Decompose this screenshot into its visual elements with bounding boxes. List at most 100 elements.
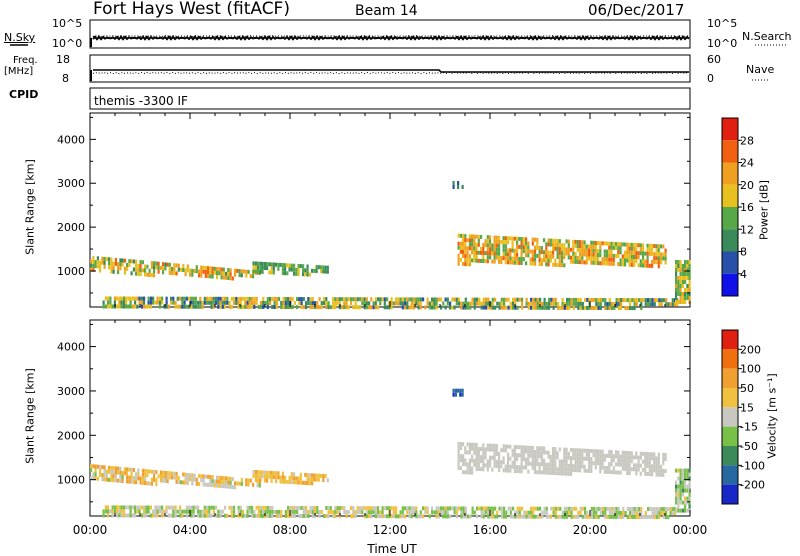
heatmap-cell — [288, 476, 291, 480]
power-colorbar-swatch — [722, 140, 738, 163]
velocity-colorbar-tick-label: 50 — [740, 382, 754, 395]
heatmap-cell — [471, 510, 474, 515]
heatmap-cell — [395, 297, 398, 302]
heatmap-cell — [127, 296, 130, 301]
heatmap-cell — [504, 256, 507, 261]
heatmap-cell — [484, 251, 487, 256]
heatmap-cell — [293, 301, 296, 306]
heatmap-cell — [540, 454, 543, 459]
heatmap-cell — [681, 280, 684, 284]
heatmap-cell — [96, 256, 99, 261]
heatmap-cell — [637, 243, 640, 248]
heatmap-cell — [686, 284, 689, 288]
heatmap-cell — [435, 514, 438, 519]
heatmap-cell — [585, 448, 588, 453]
heatmap-cell — [629, 511, 632, 515]
heatmap-cell — [647, 302, 650, 307]
heatmap-cell — [164, 262, 167, 267]
heatmap-cell — [518, 244, 521, 249]
heatmap-cell — [637, 263, 640, 268]
freq-panel-frame — [89, 54, 691, 83]
heatmap-cell — [590, 306, 593, 310]
heatmap-cell — [464, 238, 467, 243]
heatmap-cell — [141, 268, 144, 273]
heatmap-cell — [212, 296, 215, 301]
heatmap-cell — [565, 251, 568, 256]
heatmap-cell — [462, 261, 465, 266]
heatmap-cell — [606, 302, 609, 306]
heatmap-cell — [599, 461, 602, 466]
heatmap-cell — [390, 301, 393, 306]
heatmap-cell — [299, 480, 302, 485]
heatmap-cell — [585, 256, 588, 261]
heatmap-cell — [239, 513, 242, 518]
heatmap-cell — [272, 266, 275, 271]
heatmap-cell — [206, 513, 209, 518]
heatmap-cell — [531, 261, 534, 266]
heatmap-cell — [211, 274, 214, 279]
heatmap-cell — [284, 479, 287, 484]
heatmap-cell — [280, 509, 283, 514]
heatmap-cell — [478, 506, 481, 511]
heatmap-cell — [101, 260, 104, 265]
heatmap-cell — [543, 466, 546, 471]
heatmap-cell — [498, 464, 501, 469]
heatmap-cell — [406, 301, 409, 306]
heatmap-cell — [259, 269, 262, 274]
heatmap-cell — [486, 459, 489, 464]
heatmap-cell — [686, 276, 689, 280]
heatmap-cell — [136, 296, 139, 301]
heatmap-cell — [118, 296, 121, 301]
heatmap-cell — [525, 510, 528, 515]
heatmap-cell — [677, 500, 680, 505]
heatmap-cell — [308, 477, 311, 482]
heatmap-cell — [487, 305, 490, 310]
heatmap-cell — [504, 444, 507, 449]
heatmap-cell — [477, 459, 480, 463]
heatmap-cell — [684, 480, 687, 485]
heatmap-cell — [527, 510, 530, 515]
heatmap-cell — [277, 266, 280, 271]
heatmap-cell — [498, 468, 501, 473]
heatmap-cell — [599, 457, 602, 462]
heatmap-cell — [257, 474, 260, 479]
heatmap-cell — [540, 470, 543, 475]
heatmap-cell — [431, 301, 434, 306]
heatmap-cell — [226, 296, 229, 301]
heatmap-cell — [577, 514, 580, 519]
heatmap-cell — [126, 266, 129, 271]
heatmap-cell — [237, 513, 240, 518]
heatmap-cell — [199, 304, 202, 309]
heatmap-cell — [327, 506, 330, 511]
heatmap-cell — [563, 451, 566, 456]
heatmap-cell — [561, 255, 564, 260]
heatmap-cell — [296, 305, 299, 310]
heatmap-cell — [612, 466, 615, 471]
heatmap-cell — [233, 513, 236, 518]
heatmap-cell — [121, 471, 124, 475]
heatmap-cell — [168, 266, 171, 271]
heatmap-cell — [511, 464, 514, 469]
heatmap-cell — [277, 262, 280, 267]
heatmap-cell — [247, 269, 250, 274]
heatmap-cell — [681, 296, 684, 300]
heatmap-cell — [166, 475, 169, 480]
heatmap-cell — [202, 478, 205, 483]
heatmap-cell — [417, 301, 420, 306]
heatmap-cell — [543, 250, 546, 255]
heatmap-cell — [606, 261, 609, 266]
heatmap-cell — [172, 505, 175, 510]
heatmap-cell — [148, 268, 151, 273]
heatmap-cell — [684, 472, 687, 477]
heatmap-cell — [381, 506, 384, 511]
heatmap-cell — [129, 505, 132, 510]
heatmap-cell — [406, 297, 409, 302]
heatmap-cell — [675, 284, 678, 288]
heatmap-cell — [489, 305, 492, 310]
heatmap-cell — [686, 496, 689, 501]
heatmap-cell — [466, 462, 469, 467]
heatmap-cell — [467, 301, 470, 306]
heatmap-cell — [103, 264, 106, 269]
heatmap-cell — [617, 450, 620, 455]
heatmap-cell — [684, 280, 687, 284]
